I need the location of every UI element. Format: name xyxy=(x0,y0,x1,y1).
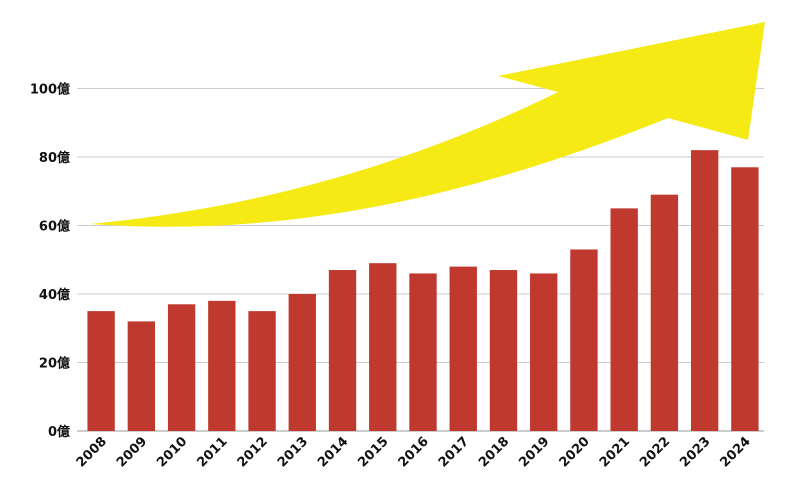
bar-2016 xyxy=(409,273,437,431)
y-tick-label: 20億 xyxy=(39,356,70,372)
x-tick-label: 2021 xyxy=(597,434,633,470)
bar-2018 xyxy=(489,270,518,431)
x-axis-tick-labels: 2008 2009 2010 2011 2012 2013 2014 2015 2016 2017… xyxy=(74,434,754,470)
x-tick-label: 2012 xyxy=(235,434,271,470)
y-tick-label: 100億 xyxy=(30,82,70,98)
y-tick-label: 60億 xyxy=(39,219,70,235)
bar-2024 xyxy=(731,167,759,431)
x-tick-label: 2019 xyxy=(516,434,552,470)
x-tick-label: 2020 xyxy=(557,434,593,470)
bar-2015 xyxy=(369,263,397,431)
x-tick-label: 2016 xyxy=(396,434,432,470)
bar-2014 xyxy=(328,270,357,431)
bar-2009 xyxy=(127,321,156,431)
y-tick-label: 0億 xyxy=(48,424,70,440)
y-tick-label: 80億 xyxy=(39,150,70,166)
x-tick-label: 2008 xyxy=(74,434,110,470)
y-tick-label: 40億 xyxy=(39,287,70,303)
bar-2021 xyxy=(610,208,638,431)
bar-2011 xyxy=(208,300,236,431)
bar-2017 xyxy=(449,266,477,431)
bars xyxy=(87,150,759,431)
bar-2008 xyxy=(87,311,115,431)
x-tick-label: 2022 xyxy=(637,434,673,470)
x-tick-label: 2013 xyxy=(275,434,311,470)
bar-2010 xyxy=(167,304,196,431)
bar-2013 xyxy=(288,294,316,431)
x-tick-label: 2009 xyxy=(114,434,150,470)
y-axis-tick-labels: 0億 20億 40億 60億 80億 100億 xyxy=(30,82,70,441)
x-tick-label: 2017 xyxy=(436,434,472,470)
x-tick-label: 2018 xyxy=(476,434,512,470)
x-tick-label: 2011 xyxy=(194,434,230,470)
bar-2019 xyxy=(530,273,558,431)
x-tick-label: 2010 xyxy=(154,434,190,470)
bar-2012 xyxy=(248,311,276,431)
x-tick-label: 2014 xyxy=(315,434,351,470)
bar-2023 xyxy=(690,150,719,431)
trend-arrow-icon xyxy=(90,22,765,227)
bar-2020 xyxy=(570,249,598,431)
x-tick-label: 2015 xyxy=(355,434,391,470)
x-tick-label: 2024 xyxy=(718,434,754,470)
bar-2022 xyxy=(650,194,679,431)
x-tick-label: 2023 xyxy=(677,434,713,470)
